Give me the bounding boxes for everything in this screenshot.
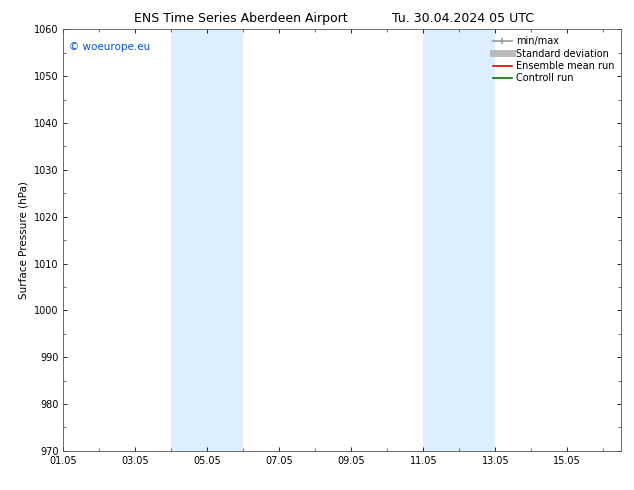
Text: © woeurope.eu: © woeurope.eu — [69, 42, 150, 52]
Legend: min/max, Standard deviation, Ensemble mean run, Controll run: min/max, Standard deviation, Ensemble me… — [491, 34, 616, 85]
Bar — [424, 29, 460, 451]
Bar — [171, 29, 207, 451]
Text: Tu. 30.04.2024 05 UTC: Tu. 30.04.2024 05 UTC — [392, 12, 534, 25]
Bar — [207, 29, 243, 451]
Bar — [460, 29, 495, 451]
Text: ENS Time Series Aberdeen Airport: ENS Time Series Aberdeen Airport — [134, 12, 347, 25]
Y-axis label: Surface Pressure (hPa): Surface Pressure (hPa) — [18, 181, 29, 299]
